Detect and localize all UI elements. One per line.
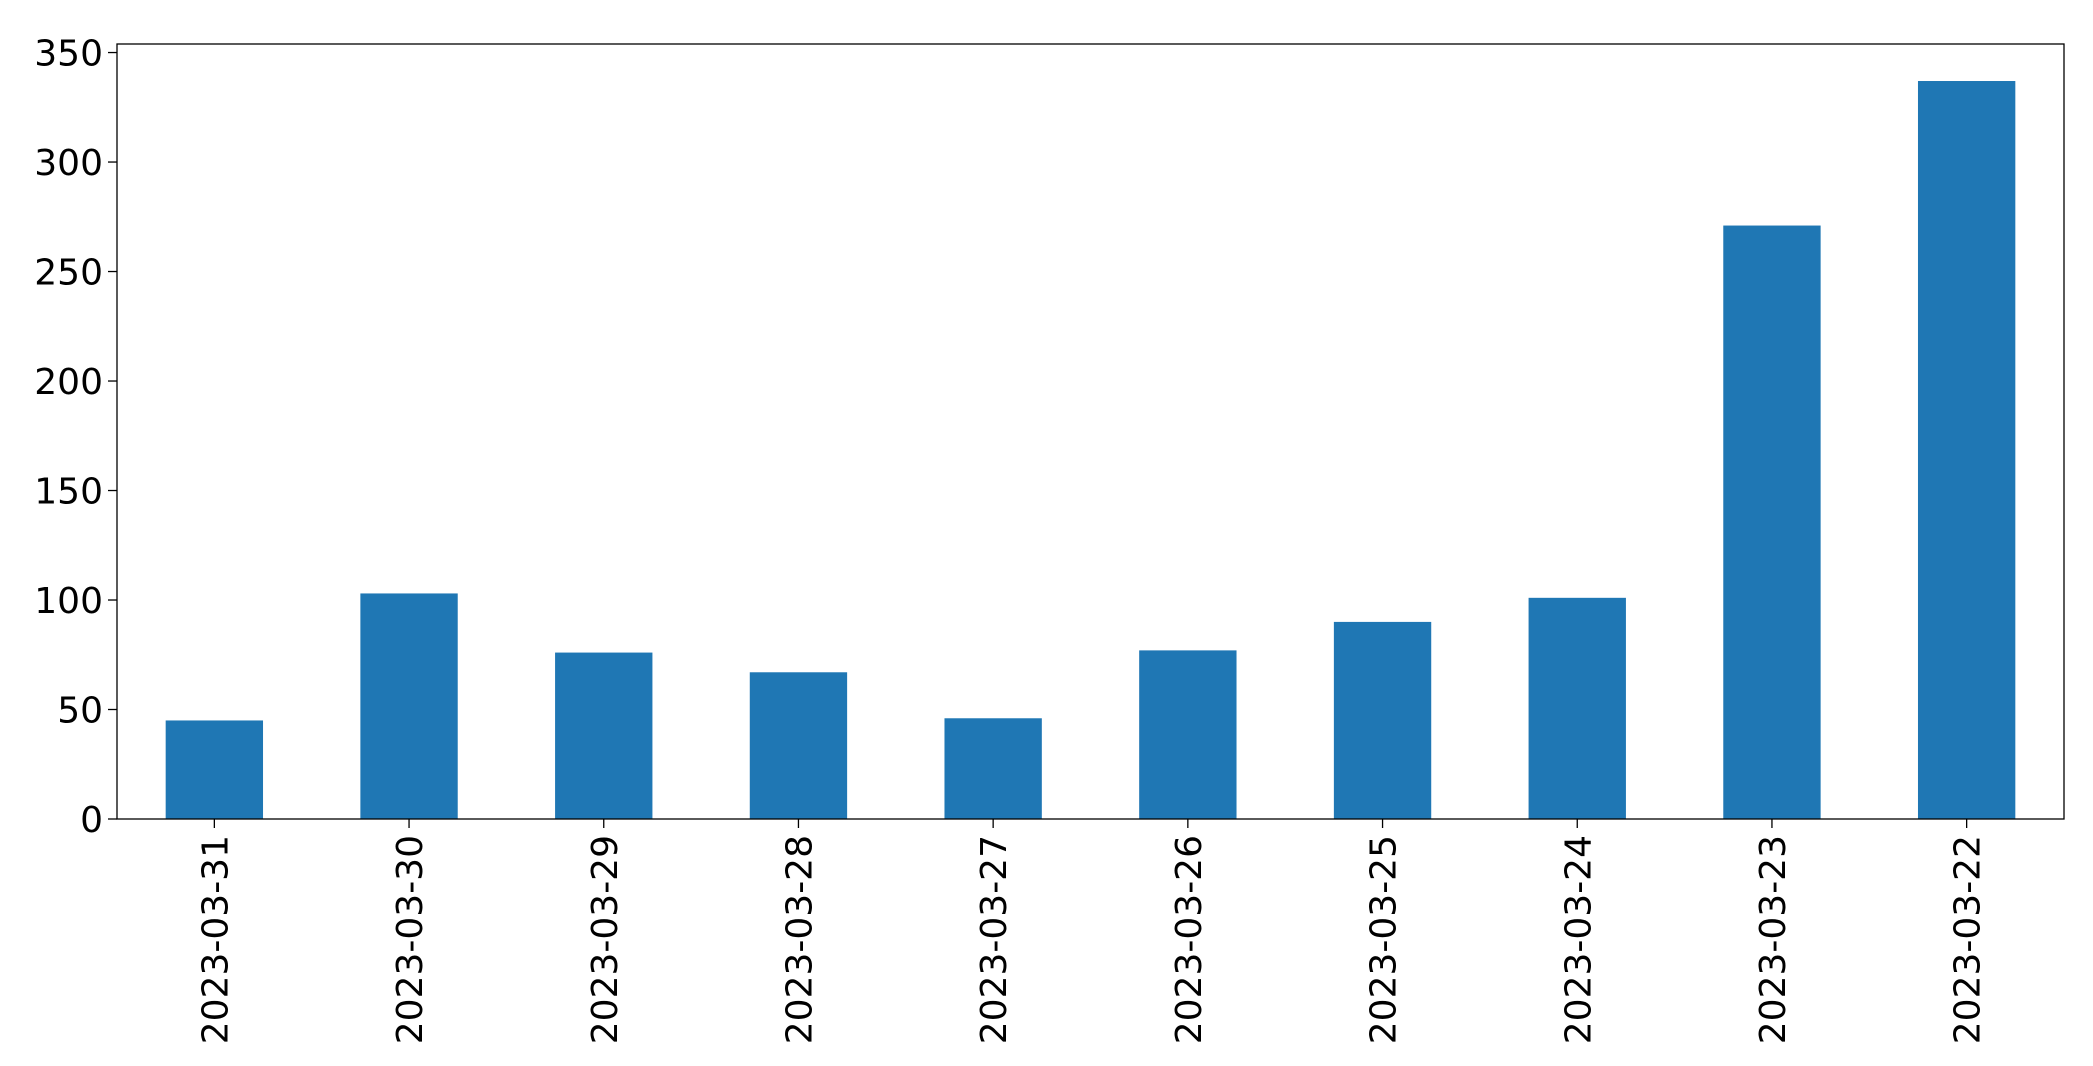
bar: [1917, 81, 2016, 820]
bar: [1333, 621, 1432, 819]
x-tick-label: 2023-03-27: [974, 835, 1015, 1044]
bar: [1723, 225, 1821, 820]
bar: [360, 593, 458, 819]
x-tick-label: 2023-03-25: [1364, 835, 1405, 1044]
y-tick-label: 200: [34, 362, 103, 403]
x-tick-label: 2023-03-26: [1169, 835, 1210, 1044]
x-tick-label: 2023-03-22: [1948, 835, 1989, 1044]
y-tick-label: 50: [57, 691, 103, 732]
x-tick-label: 2023-03-23: [1753, 835, 1794, 1044]
bar: [555, 652, 653, 819]
bar: [1139, 650, 1237, 819]
x-tick-label: 2023-03-31: [195, 835, 236, 1044]
bar: [165, 720, 264, 819]
y-tick-label: 150: [34, 472, 103, 513]
y-tick-label: 250: [34, 253, 103, 294]
bar: [944, 718, 1042, 819]
y-tick-label: 100: [34, 581, 103, 622]
bar: [749, 672, 848, 819]
bar: [1528, 597, 1626, 819]
axes-frame: [116, 43, 2065, 820]
y-tick-label: 350: [34, 34, 103, 75]
x-tick-label: 2023-03-24: [1558, 835, 1599, 1044]
x-tick-label: 2023-03-28: [779, 835, 820, 1044]
x-tick-label: 2023-03-29: [585, 835, 626, 1044]
y-tick-label: 0: [80, 800, 103, 841]
y-tick-label: 300: [34, 143, 103, 184]
x-tick-label: 2023-03-30: [390, 835, 431, 1044]
